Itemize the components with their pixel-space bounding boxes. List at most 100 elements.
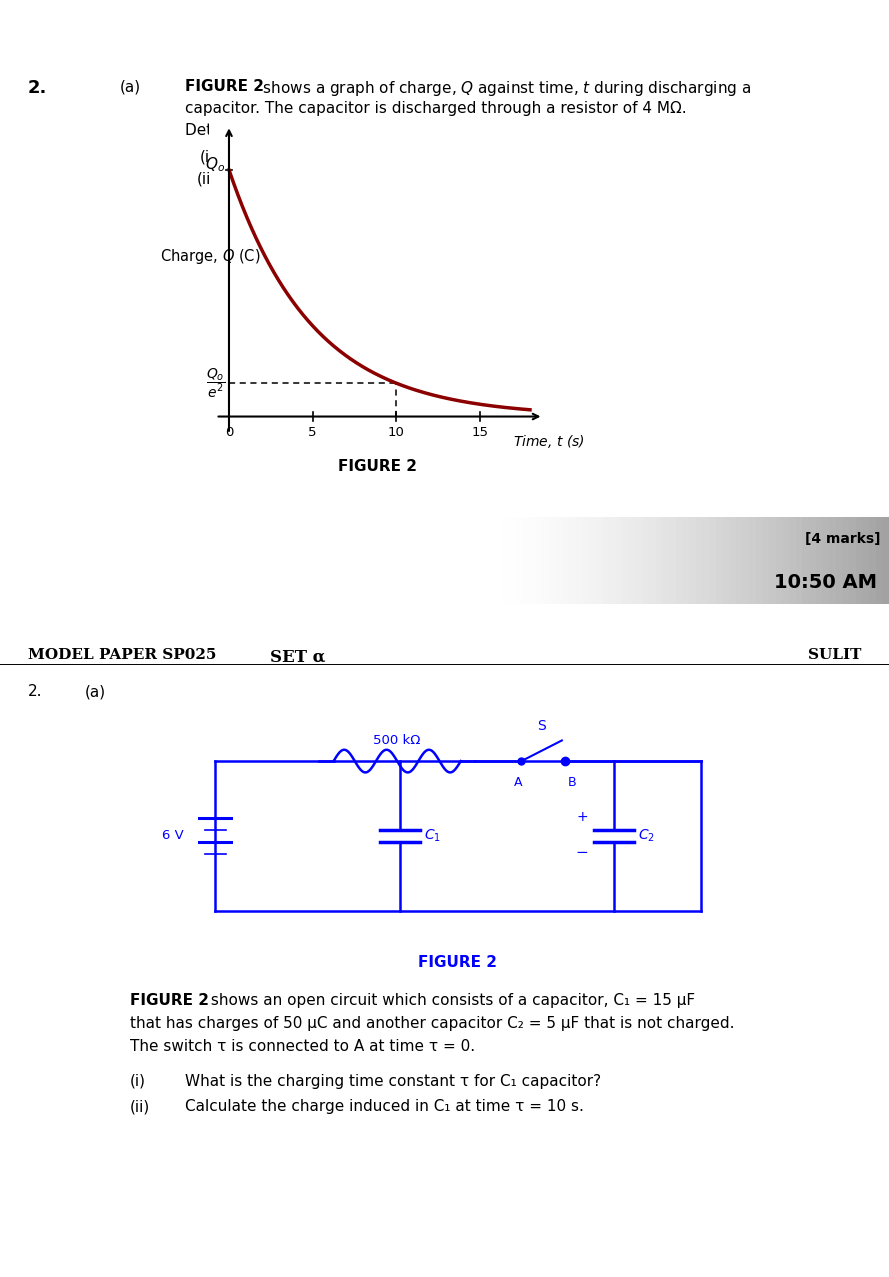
Bar xyxy=(855,517,862,604)
Text: (a): (a) xyxy=(120,79,141,94)
Bar xyxy=(589,517,596,604)
Text: $\dfrac{Q_o}{e^2}$: $\dfrac{Q_o}{e^2}$ xyxy=(206,366,225,400)
Text: A: A xyxy=(514,775,523,788)
Text: 500 kΩ: 500 kΩ xyxy=(373,734,420,747)
Bar xyxy=(729,517,736,604)
Bar xyxy=(702,517,709,604)
Bar xyxy=(716,517,723,604)
Bar xyxy=(882,517,889,604)
Bar xyxy=(576,517,582,604)
Bar xyxy=(749,517,756,604)
Text: $Q_o$: $Q_o$ xyxy=(205,156,225,174)
Bar xyxy=(816,517,822,604)
Bar xyxy=(683,517,689,604)
Bar xyxy=(536,517,542,604)
Bar xyxy=(796,517,803,604)
Bar xyxy=(822,517,829,604)
Text: 0: 0 xyxy=(225,427,233,439)
Bar xyxy=(496,517,502,604)
Bar xyxy=(569,517,576,604)
Bar xyxy=(542,517,549,604)
Bar xyxy=(709,517,716,604)
Bar xyxy=(556,517,563,604)
Text: FIGURE 2: FIGURE 2 xyxy=(130,994,209,1009)
Text: 15: 15 xyxy=(471,427,488,439)
Bar xyxy=(642,517,649,604)
Bar xyxy=(689,517,696,604)
Bar xyxy=(809,517,816,604)
Text: S: S xyxy=(537,719,546,733)
Text: 5: 5 xyxy=(308,427,316,439)
Bar xyxy=(723,517,729,604)
Bar xyxy=(756,517,763,604)
Bar xyxy=(636,517,642,604)
Text: (a): (a) xyxy=(85,684,106,699)
Text: SULIT: SULIT xyxy=(807,649,861,661)
Text: (i): (i) xyxy=(130,1074,146,1089)
Text: Determine the: Determine the xyxy=(185,124,296,138)
Bar xyxy=(696,517,702,604)
Text: Charge, $Q$ (C): Charge, $Q$ (C) xyxy=(160,246,260,266)
Text: 6 V: 6 V xyxy=(162,829,183,843)
Bar xyxy=(789,517,796,604)
Bar xyxy=(509,517,516,604)
Bar xyxy=(763,517,769,604)
Bar xyxy=(736,517,742,604)
Bar xyxy=(523,517,529,604)
Text: B: B xyxy=(568,775,576,788)
Bar xyxy=(649,517,656,604)
Text: capacitor. The capacitor is discharged through a resistor of 4 MΩ.: capacitor. The capacitor is discharged t… xyxy=(185,101,686,116)
Text: −: − xyxy=(576,844,589,859)
Text: (ii): (ii) xyxy=(197,171,217,186)
Text: Calculate the charge induced in C₁ at time τ = 10 s.: Calculate the charge induced in C₁ at ti… xyxy=(185,1099,584,1114)
Text: [4 marks]: [4 marks] xyxy=(805,533,881,545)
Text: $C_1$: $C_1$ xyxy=(424,827,441,844)
Bar xyxy=(849,517,856,604)
Text: (ii): (ii) xyxy=(130,1099,150,1114)
Bar xyxy=(596,517,603,604)
Bar xyxy=(669,517,676,604)
Text: 10: 10 xyxy=(388,427,404,439)
Text: (i): (i) xyxy=(200,149,216,165)
Bar xyxy=(662,517,669,604)
Text: MODEL PAPER SP025: MODEL PAPER SP025 xyxy=(28,649,216,661)
Bar xyxy=(616,517,622,604)
Bar xyxy=(622,517,629,604)
Text: that has charges of 50 μC and another capacitor C₂ = 5 μF that is not charged.: that has charges of 50 μC and another ca… xyxy=(130,1016,734,1032)
Text: shows an open circuit which consists of a capacitor, C₁ = 15 μF: shows an open circuit which consists of … xyxy=(206,994,695,1009)
Text: shows a graph of charge, $Q$ against time, $t$ during discharging a: shows a graph of charge, $Q$ against tim… xyxy=(258,79,751,98)
Bar xyxy=(656,517,662,604)
Bar xyxy=(563,517,569,604)
Text: FIGURE 2: FIGURE 2 xyxy=(419,955,497,969)
Bar xyxy=(776,517,782,604)
Bar xyxy=(876,517,882,604)
Text: 10:50 AM: 10:50 AM xyxy=(774,573,877,591)
Bar xyxy=(769,517,776,604)
Bar xyxy=(843,517,849,604)
Bar xyxy=(516,517,523,604)
Text: SET α: SET α xyxy=(270,649,325,665)
Text: Time, $t$ (s): Time, $t$ (s) xyxy=(513,433,585,450)
Bar xyxy=(529,517,536,604)
Text: capacitance of the capacitor.: capacitance of the capacitor. xyxy=(250,149,472,165)
Bar xyxy=(676,517,683,604)
Text: $C_2$: $C_2$ xyxy=(638,827,655,844)
Bar xyxy=(609,517,616,604)
Bar xyxy=(803,517,809,604)
Bar xyxy=(869,517,876,604)
Text: What is the charging time constant τ for C₁ capacitor?: What is the charging time constant τ for… xyxy=(185,1074,601,1089)
Text: +: + xyxy=(576,810,588,824)
Bar xyxy=(582,517,589,604)
Text: 4 Photos: 4 Photos xyxy=(393,20,496,41)
Text: time constant τ of the circuit.: time constant τ of the circuit. xyxy=(250,171,477,186)
Bar xyxy=(603,517,609,604)
Text: FIGURE 2: FIGURE 2 xyxy=(185,79,264,94)
Text: The switch τ is connected to A at time τ = 0.: The switch τ is connected to A at time τ… xyxy=(130,1039,475,1055)
Bar xyxy=(862,517,869,604)
Bar xyxy=(782,517,789,604)
Bar xyxy=(629,517,636,604)
Bar xyxy=(742,517,749,604)
Bar xyxy=(829,517,836,604)
Text: FIGURE 2: FIGURE 2 xyxy=(339,460,417,474)
Bar xyxy=(836,517,843,604)
